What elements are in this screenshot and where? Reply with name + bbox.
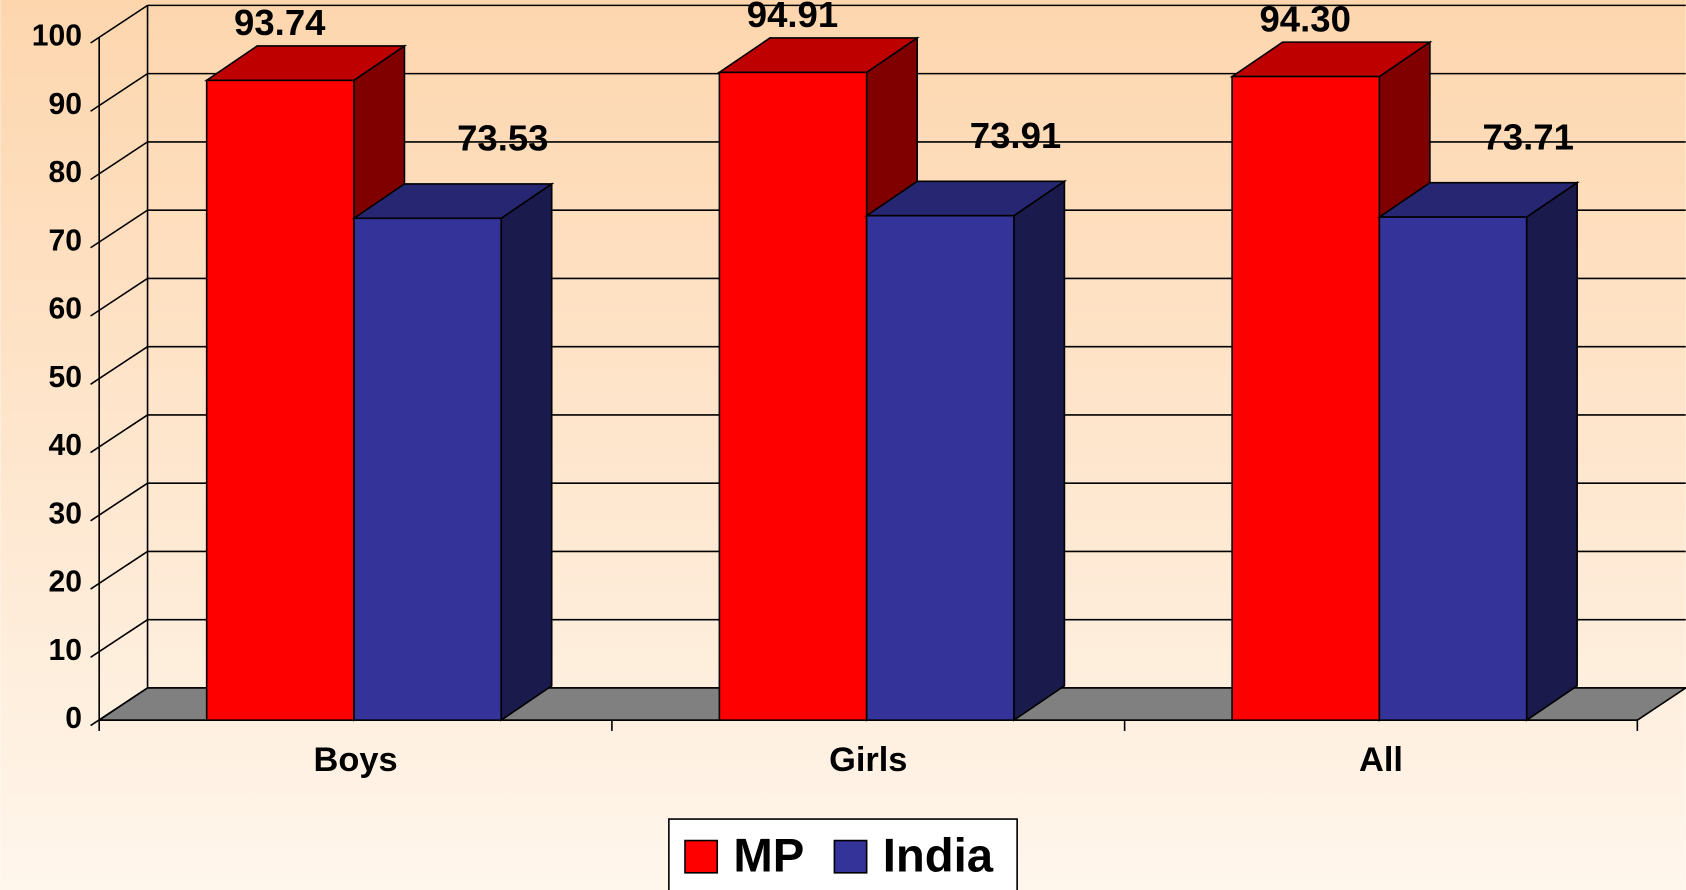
x-tick-label: Girls xyxy=(829,741,907,779)
legend-label: MP xyxy=(733,829,804,882)
legend-swatch xyxy=(833,839,868,874)
y-tick-label: 50 xyxy=(49,361,82,394)
value-label: 93.74 xyxy=(234,2,326,43)
y-tick-label: 10 xyxy=(49,634,82,667)
bar-side xyxy=(500,182,553,722)
legend-swatch xyxy=(684,839,719,874)
y-tick xyxy=(90,72,148,112)
legend: MP India xyxy=(668,818,1018,890)
y-tick xyxy=(90,141,148,181)
bar xyxy=(718,71,868,721)
y-tick-label: 0 xyxy=(65,702,82,735)
value-label: 94.30 xyxy=(1259,0,1350,39)
value-label: 94.91 xyxy=(747,0,838,35)
y-tick-label: 70 xyxy=(49,224,82,257)
bar xyxy=(353,217,502,721)
y-tick xyxy=(90,414,148,454)
bar-group xyxy=(864,179,1068,722)
bar-group xyxy=(351,182,555,722)
bar-side xyxy=(1013,179,1066,722)
y-tick-label: 30 xyxy=(49,497,82,530)
y-tick-label: 40 xyxy=(49,429,82,462)
y-tick xyxy=(90,4,148,44)
y-tick xyxy=(90,209,148,249)
y-tick xyxy=(90,345,148,385)
y-tick xyxy=(90,482,148,522)
y-tick xyxy=(90,550,148,590)
y-tick-label: 20 xyxy=(49,566,82,599)
y-tick-label: 60 xyxy=(49,293,82,326)
legend-label: India xyxy=(883,829,994,882)
value-label: 73.91 xyxy=(970,115,1061,156)
y-tick xyxy=(90,277,148,317)
x-tick-label: Boys xyxy=(314,741,398,779)
bar xyxy=(1378,216,1528,721)
bar xyxy=(205,79,355,721)
bar-side xyxy=(1525,181,1578,722)
value-label: 73.53 xyxy=(457,118,548,159)
bar xyxy=(865,214,1015,721)
y-tick-label: 80 xyxy=(49,156,82,189)
bar xyxy=(1231,75,1381,721)
bar-group xyxy=(1376,181,1580,722)
x-tick-label: All xyxy=(1359,741,1403,779)
y-tick-label: 90 xyxy=(49,88,82,121)
value-label: 73.71 xyxy=(1483,116,1574,157)
y-tick xyxy=(90,618,148,658)
y-tick-label: 100 xyxy=(32,20,82,53)
